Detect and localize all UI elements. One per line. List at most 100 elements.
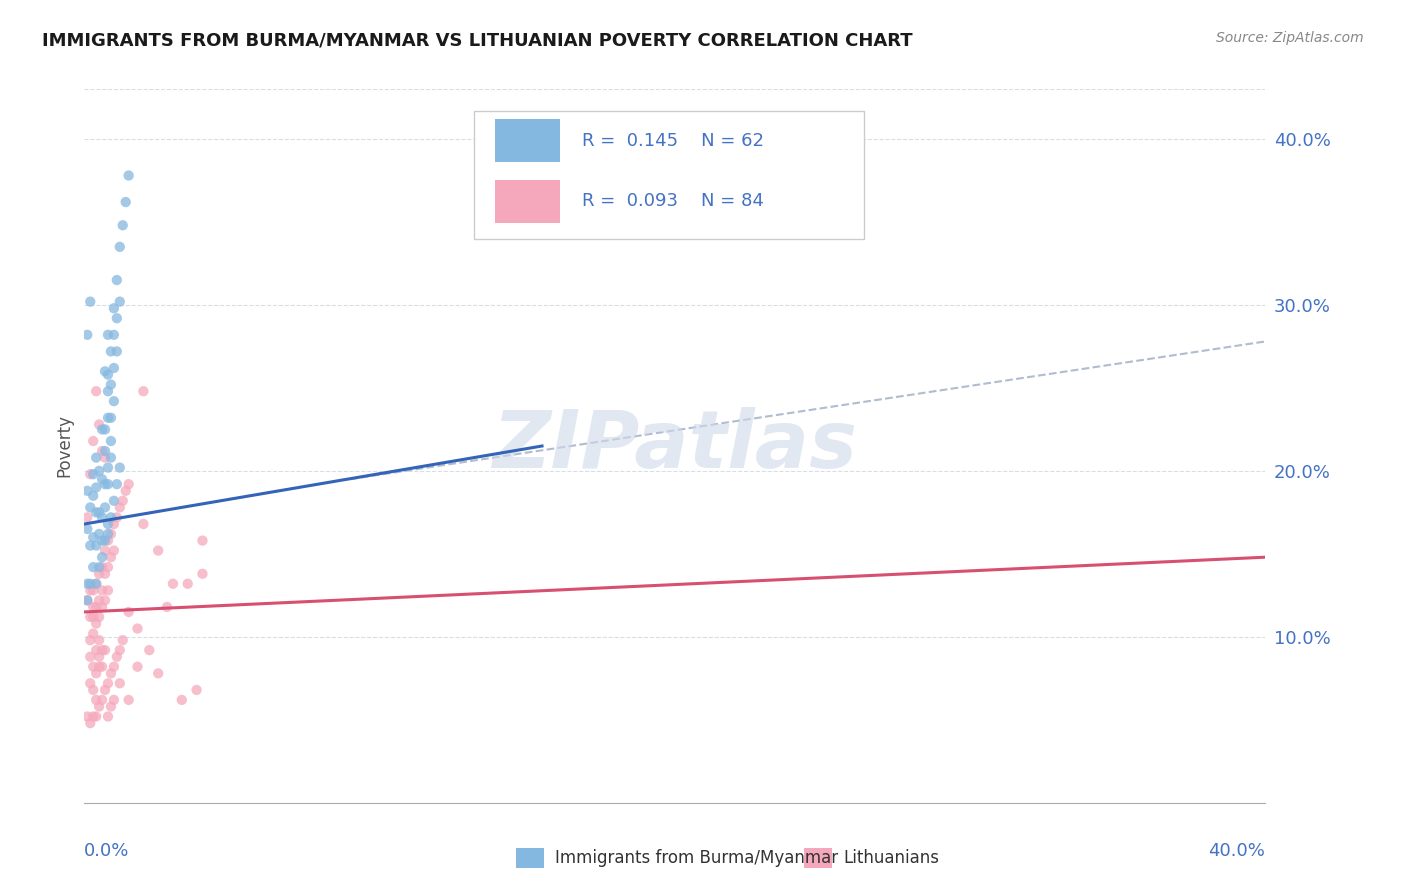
Point xyxy=(156,599,179,614)
Point xyxy=(108,460,131,475)
Point xyxy=(127,659,149,673)
Point xyxy=(94,543,117,558)
Point xyxy=(108,500,131,515)
Point xyxy=(105,311,128,326)
Point xyxy=(91,444,114,458)
Point xyxy=(97,709,120,723)
Point xyxy=(84,450,107,465)
Text: 0.0%: 0.0% xyxy=(84,842,129,860)
Point xyxy=(87,505,111,519)
Point xyxy=(108,676,131,690)
Point xyxy=(94,364,117,378)
Point xyxy=(177,576,200,591)
Point xyxy=(87,593,111,607)
Point xyxy=(100,510,122,524)
Point xyxy=(84,539,107,553)
Point xyxy=(84,666,107,681)
Point xyxy=(76,593,98,607)
Point xyxy=(132,516,155,531)
Point xyxy=(191,566,214,581)
Point xyxy=(84,599,107,614)
Point xyxy=(91,599,114,614)
Point xyxy=(97,583,120,598)
Point xyxy=(84,616,107,631)
Point xyxy=(79,500,101,515)
Point xyxy=(84,576,107,591)
Point xyxy=(100,666,122,681)
Point xyxy=(87,560,111,574)
Point xyxy=(79,676,101,690)
Point xyxy=(97,410,120,425)
Point xyxy=(91,583,114,598)
Point xyxy=(103,493,125,508)
Text: Immigrants from Burma/Myanmar: Immigrants from Burma/Myanmar xyxy=(555,849,838,867)
Y-axis label: Poverty: Poverty xyxy=(55,415,73,477)
Point xyxy=(82,489,104,503)
Point xyxy=(100,550,122,565)
Point xyxy=(100,699,122,714)
Point xyxy=(97,516,120,531)
Point xyxy=(191,533,214,548)
Point xyxy=(127,622,149,636)
Point xyxy=(105,649,128,664)
Point xyxy=(100,434,122,448)
Point xyxy=(97,460,120,475)
Point xyxy=(97,560,120,574)
Point xyxy=(94,682,117,697)
Point xyxy=(94,477,117,491)
Point xyxy=(84,709,107,723)
Point xyxy=(170,693,193,707)
Point xyxy=(138,643,160,657)
Point xyxy=(94,450,117,465)
Point xyxy=(100,527,122,541)
Text: Source: ZipAtlas.com: Source: ZipAtlas.com xyxy=(1216,31,1364,45)
Point xyxy=(118,169,141,183)
Point xyxy=(79,467,101,482)
Point xyxy=(186,682,208,697)
Point xyxy=(82,599,104,614)
Point xyxy=(108,643,131,657)
Point xyxy=(94,593,117,607)
Point xyxy=(162,576,184,591)
Point xyxy=(87,610,111,624)
Point xyxy=(103,543,125,558)
Point xyxy=(87,464,111,478)
Point xyxy=(91,550,114,565)
Point xyxy=(87,699,111,714)
Point xyxy=(87,659,111,673)
Point xyxy=(76,510,98,524)
Point xyxy=(79,633,101,648)
Point xyxy=(114,483,136,498)
Point xyxy=(91,659,114,673)
Point xyxy=(103,301,125,316)
Point xyxy=(79,610,101,624)
Point xyxy=(103,394,125,409)
Point xyxy=(87,566,111,581)
Point xyxy=(97,327,120,342)
Point xyxy=(82,467,104,482)
Point xyxy=(132,384,155,399)
Point xyxy=(94,422,117,436)
FancyBboxPatch shape xyxy=(495,120,561,162)
Point xyxy=(108,240,131,254)
Point xyxy=(100,450,122,465)
Text: R =  0.145    N = 62: R = 0.145 N = 62 xyxy=(582,132,763,150)
Point xyxy=(87,527,111,541)
Point xyxy=(76,483,98,498)
Point xyxy=(148,666,170,681)
Point xyxy=(105,273,128,287)
Point xyxy=(91,510,114,524)
Point xyxy=(111,493,134,508)
Point xyxy=(100,344,122,359)
Point xyxy=(94,500,117,515)
Point xyxy=(79,294,101,309)
Point xyxy=(91,422,114,436)
Text: IMMIGRANTS FROM BURMA/MYANMAR VS LITHUANIAN POVERTY CORRELATION CHART: IMMIGRANTS FROM BURMA/MYANMAR VS LITHUAN… xyxy=(42,31,912,49)
Point xyxy=(91,643,114,657)
Point xyxy=(114,195,136,210)
Point xyxy=(118,477,141,491)
Text: R =  0.093    N = 84: R = 0.093 N = 84 xyxy=(582,193,763,211)
Text: 40.0%: 40.0% xyxy=(1209,842,1265,860)
Point xyxy=(118,605,141,619)
Point xyxy=(103,659,125,673)
